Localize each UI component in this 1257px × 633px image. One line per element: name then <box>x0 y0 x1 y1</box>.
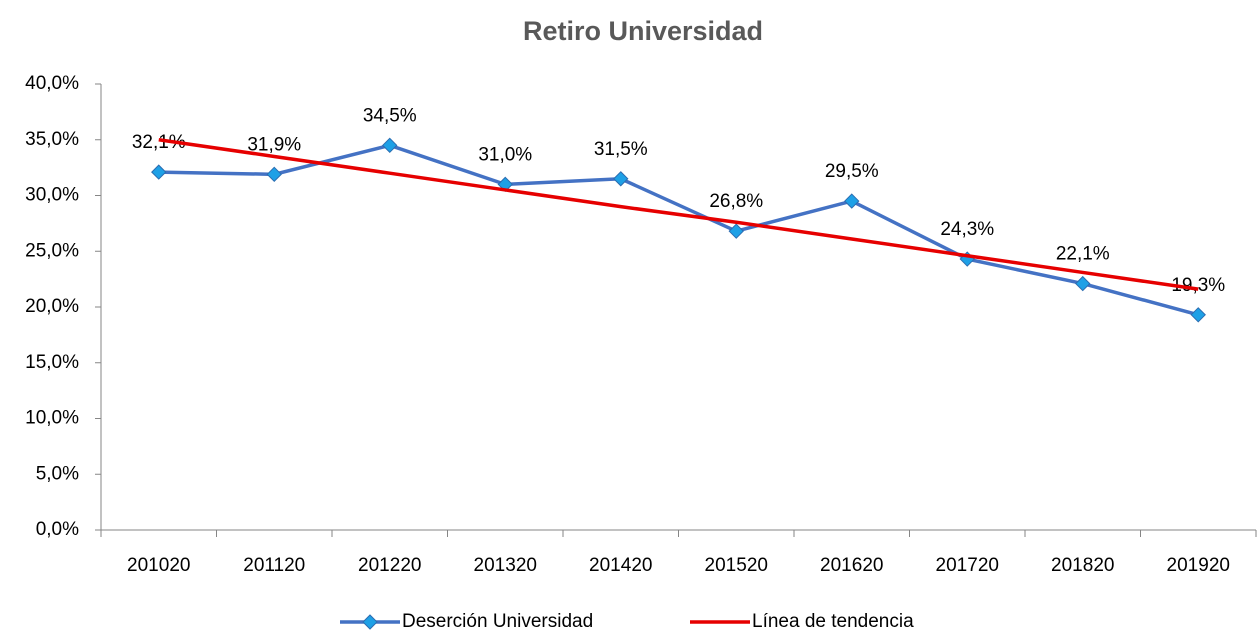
x-tick-label: 201720 <box>936 555 999 576</box>
data-label: 24,3% <box>940 219 994 240</box>
trend-line <box>158 138 1199 291</box>
y-tick-label: 15,0% <box>25 352 79 373</box>
x-tick-label: 201620 <box>820 555 883 576</box>
chart-title: Retiro Universidad <box>523 16 763 46</box>
x-tick-label: 201520 <box>705 555 768 576</box>
marker <box>266 166 282 183</box>
data-label: 31,0% <box>478 144 532 165</box>
legend-label: Deserción Universidad <box>402 611 593 632</box>
y-tick-label: 30,0% <box>25 185 79 206</box>
x-tick-label: 201420 <box>589 555 652 576</box>
x-tick-label: 201120 <box>243 555 305 576</box>
y-tick-label: 35,0% <box>25 129 79 150</box>
data-label: 31,5% <box>594 139 648 160</box>
marker <box>613 171 629 187</box>
x-tick-label: 201920 <box>1167 555 1230 576</box>
x-tick-label: 201020 <box>127 555 190 576</box>
x-tick-label: 201320 <box>474 555 537 576</box>
marker <box>1190 307 1206 323</box>
data-label: 26,8% <box>709 191 763 212</box>
y-tick-label: 20,0% <box>25 296 79 317</box>
legend-marker <box>362 614 378 630</box>
data-label: 32,1% <box>132 132 186 153</box>
x-tick-label: 201820 <box>1051 555 1114 576</box>
data-label: 34,5% <box>363 105 417 126</box>
legend-label: Línea de tendencia <box>752 611 914 632</box>
data-label: 19,3% <box>1171 275 1225 296</box>
marker <box>844 193 860 209</box>
marker <box>151 164 167 180</box>
marker <box>382 137 398 154</box>
x-tick-label: 201220 <box>358 555 421 576</box>
y-tick-label: 40,0% <box>25 73 79 94</box>
data-line <box>158 143 1199 317</box>
y-tick-label: 5,0% <box>36 463 79 484</box>
y-tick-label: 0,0% <box>36 519 79 540</box>
y-tick-label: 25,0% <box>25 240 79 261</box>
marker <box>1075 275 1091 292</box>
data-label: 22,1% <box>1056 244 1110 265</box>
marker <box>728 223 744 239</box>
data-label: 29,5% <box>825 161 879 182</box>
data-label: 31,9% <box>247 134 301 155</box>
y-tick-label: 10,0% <box>25 408 79 429</box>
